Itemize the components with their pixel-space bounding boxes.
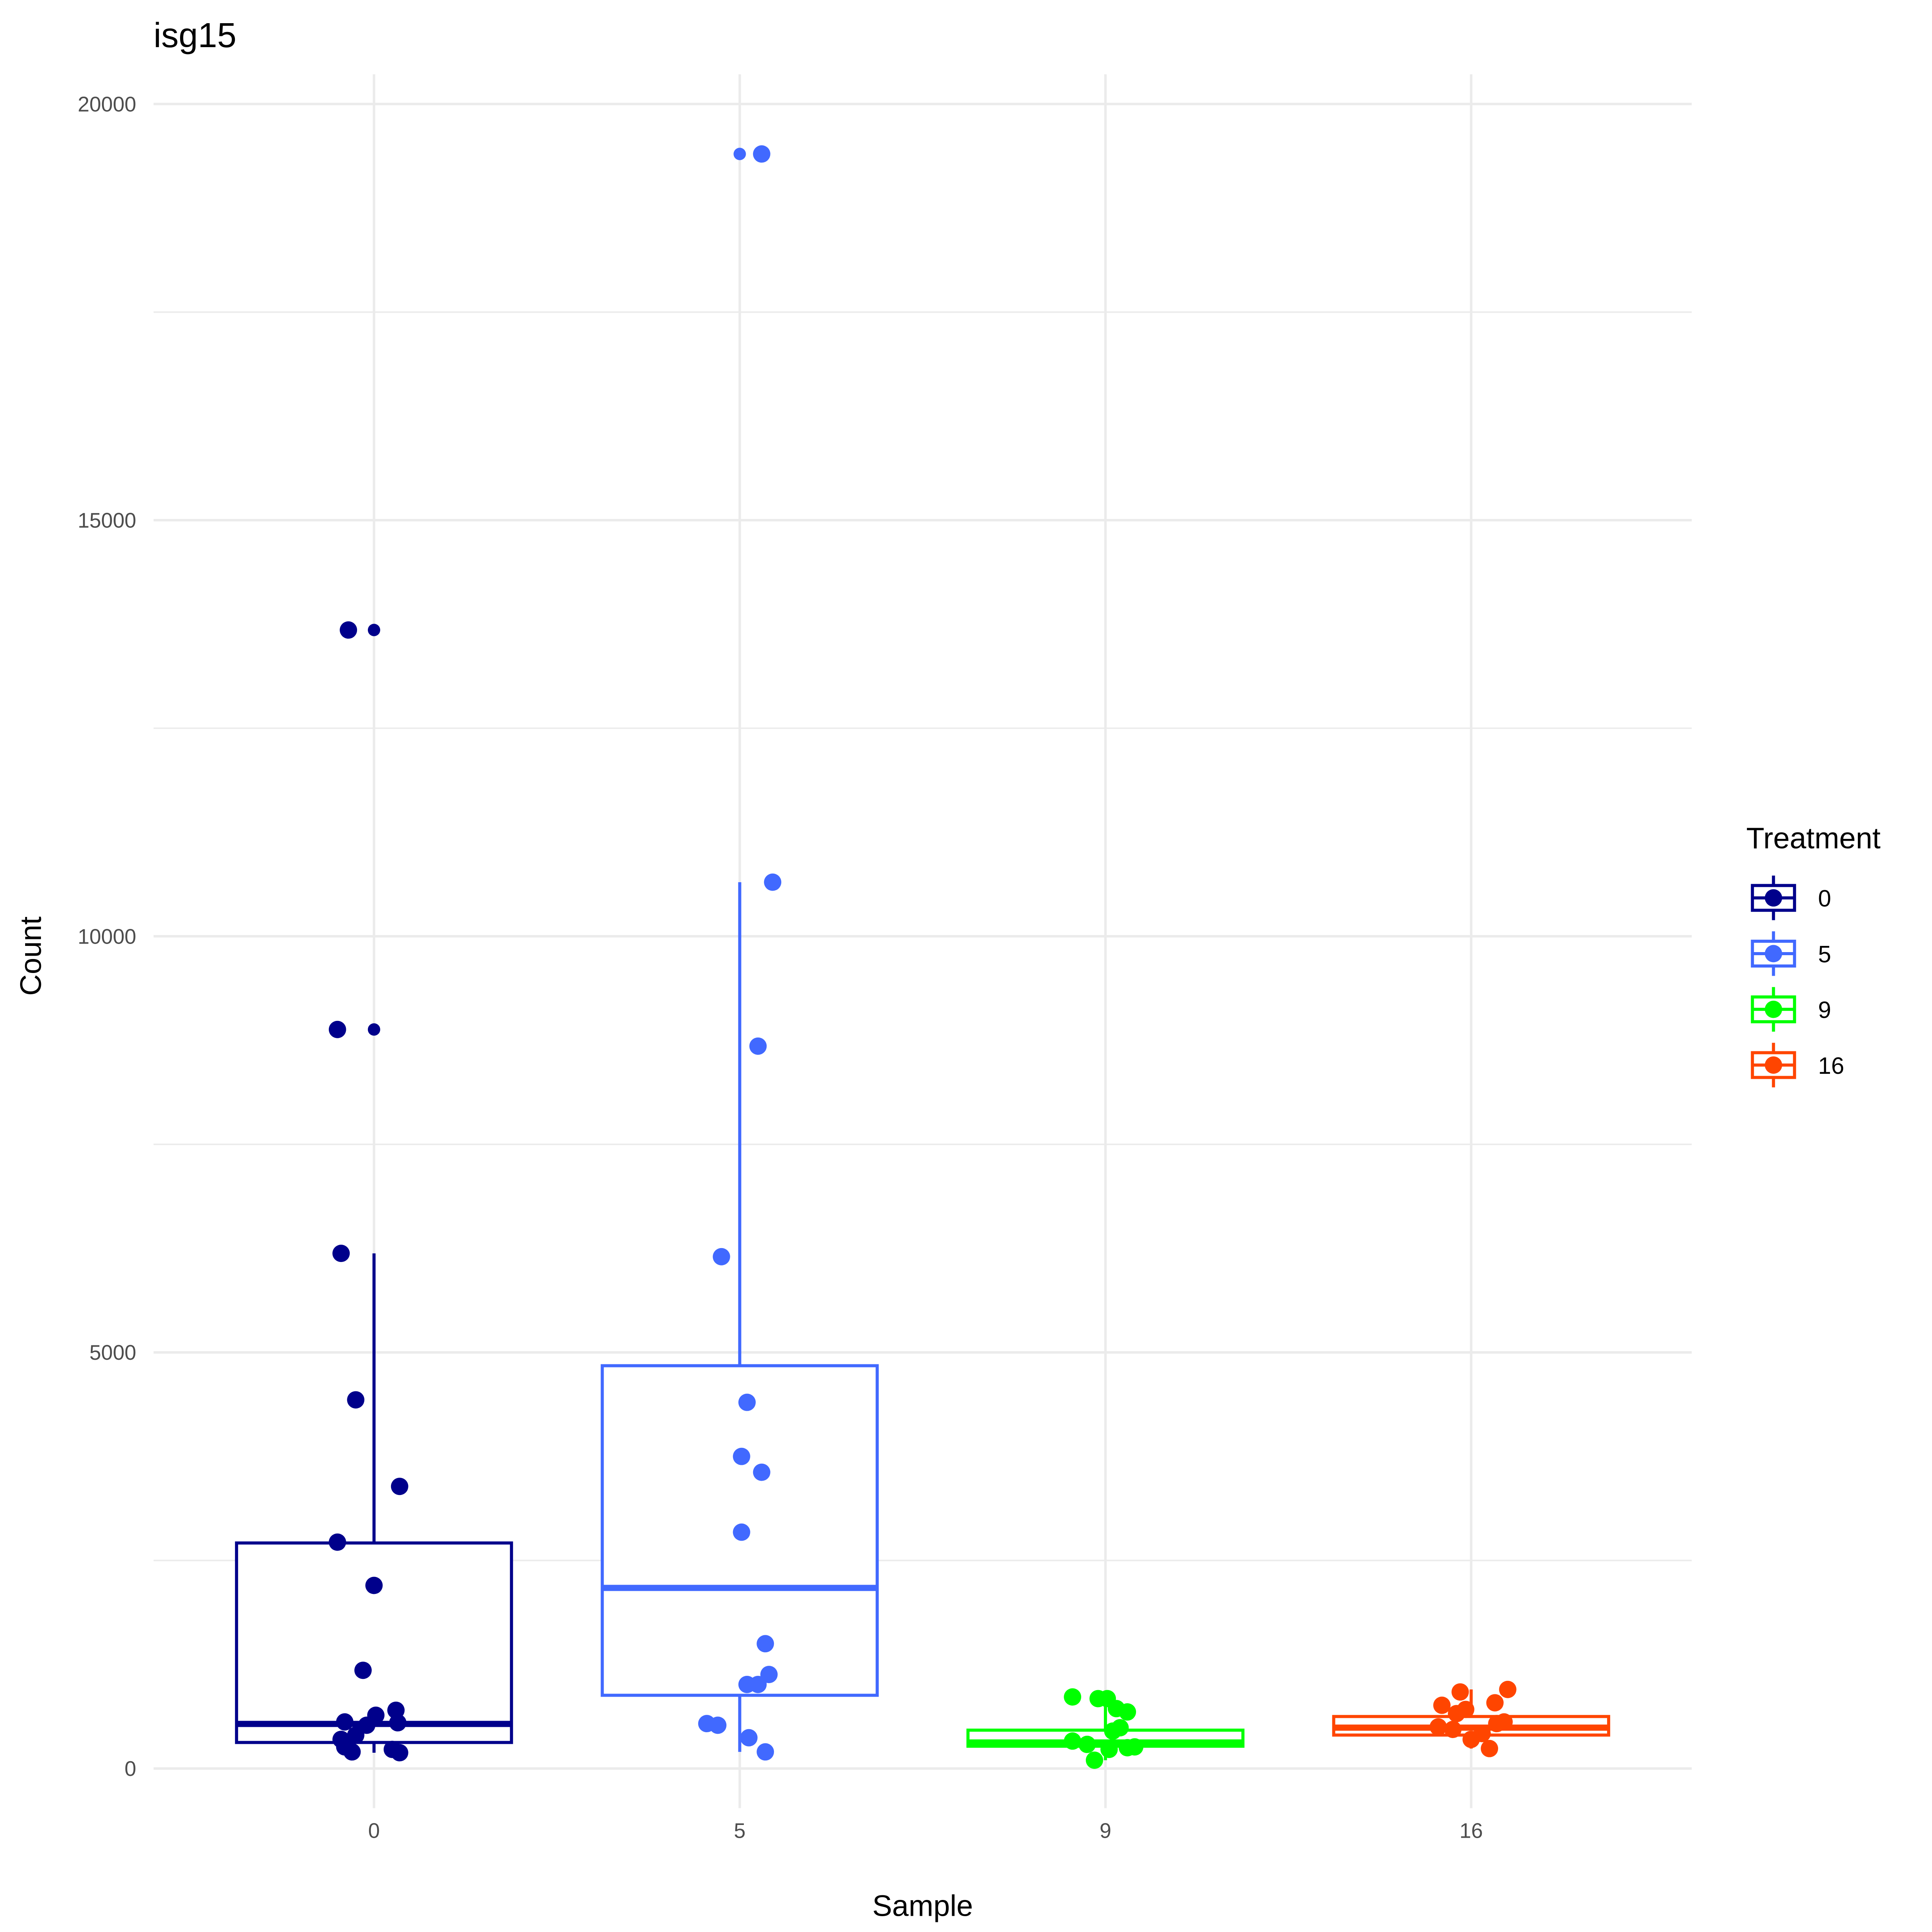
data-point xyxy=(749,1675,767,1693)
data-point xyxy=(1119,1703,1136,1721)
outlier-point xyxy=(367,1023,380,1036)
data-point xyxy=(1064,1732,1082,1750)
data-point xyxy=(347,1391,365,1409)
data-point xyxy=(757,1635,774,1653)
data-point xyxy=(1499,1680,1517,1698)
legend-item-16: 16 xyxy=(1751,1043,1844,1088)
outlier-point xyxy=(367,624,380,636)
data-point xyxy=(1462,1731,1480,1748)
outlier-point xyxy=(733,148,746,160)
y-tick-label: 0 xyxy=(124,1757,136,1781)
legend-title: Treatment xyxy=(1746,822,1881,855)
data-point xyxy=(753,1463,770,1481)
x-tick-label: 5 xyxy=(734,1819,745,1842)
x-tick-label: 0 xyxy=(368,1819,380,1842)
data-point xyxy=(332,1245,350,1262)
legend: 0 5 9 16 xyxy=(1751,876,1844,1088)
y-tick-label: 10000 xyxy=(78,925,136,948)
y-tick-label: 15000 xyxy=(78,509,136,532)
data-point xyxy=(1433,1696,1451,1714)
data-point xyxy=(760,1666,778,1683)
legend-point xyxy=(1765,945,1782,963)
y-axis-label: Count xyxy=(14,917,48,996)
data-point xyxy=(1100,1740,1118,1758)
data-point xyxy=(358,1716,376,1734)
data-point xyxy=(1448,1705,1465,1723)
points xyxy=(328,145,1517,1769)
data-point xyxy=(1086,1751,1103,1769)
data-point xyxy=(1064,1688,1082,1706)
data-point xyxy=(391,1744,408,1762)
legend-label: 9 xyxy=(1818,997,1831,1023)
legend-item-5: 5 xyxy=(1751,931,1831,976)
data-point xyxy=(1486,1694,1504,1712)
data-point xyxy=(354,1662,372,1679)
y-tick-label: 20000 xyxy=(78,92,136,116)
data-point xyxy=(740,1729,758,1747)
data-point xyxy=(1429,1718,1447,1736)
data-point xyxy=(753,145,770,163)
data-point xyxy=(749,1037,767,1055)
legend-label: 5 xyxy=(1818,941,1831,967)
data-point xyxy=(733,1523,750,1541)
legend-point xyxy=(1765,889,1782,907)
legend-item-0: 0 xyxy=(1751,876,1831,920)
data-point xyxy=(343,1743,361,1761)
x-tick-label: 9 xyxy=(1100,1819,1111,1842)
legend-label: 16 xyxy=(1818,1053,1844,1079)
x-axis-label: Sample xyxy=(872,1889,973,1922)
chart-title: isg15 xyxy=(153,16,236,55)
data-point xyxy=(365,1577,383,1594)
data-point xyxy=(733,1447,750,1465)
data-point xyxy=(340,621,357,639)
tick-labels: 0 5000 10000 15000 20000 0 5 9 16 xyxy=(78,92,1483,1842)
legend-point xyxy=(1765,1000,1782,1018)
data-point xyxy=(328,1020,346,1038)
legend-label: 0 xyxy=(1818,885,1831,912)
data-point xyxy=(738,1393,756,1411)
data-point xyxy=(389,1714,406,1731)
boxes xyxy=(235,882,1611,1760)
data-point xyxy=(1488,1715,1506,1733)
data-point xyxy=(1119,1739,1136,1757)
data-point xyxy=(1451,1683,1469,1701)
data-point xyxy=(764,873,782,891)
data-point xyxy=(1078,1736,1096,1753)
data-point xyxy=(1481,1740,1498,1757)
legend-item-9: 9 xyxy=(1751,987,1831,1032)
data-point xyxy=(336,1713,354,1731)
x-tick-label: 16 xyxy=(1459,1819,1483,1842)
data-point xyxy=(709,1716,727,1734)
legend-point xyxy=(1765,1056,1782,1074)
data-point xyxy=(391,1478,408,1495)
data-point xyxy=(347,1726,365,1744)
data-point xyxy=(1104,1722,1122,1740)
data-point xyxy=(1444,1721,1462,1738)
data-point xyxy=(713,1248,730,1265)
data-point xyxy=(328,1533,346,1551)
data-point xyxy=(757,1743,774,1761)
y-tick-label: 5000 xyxy=(89,1341,136,1364)
